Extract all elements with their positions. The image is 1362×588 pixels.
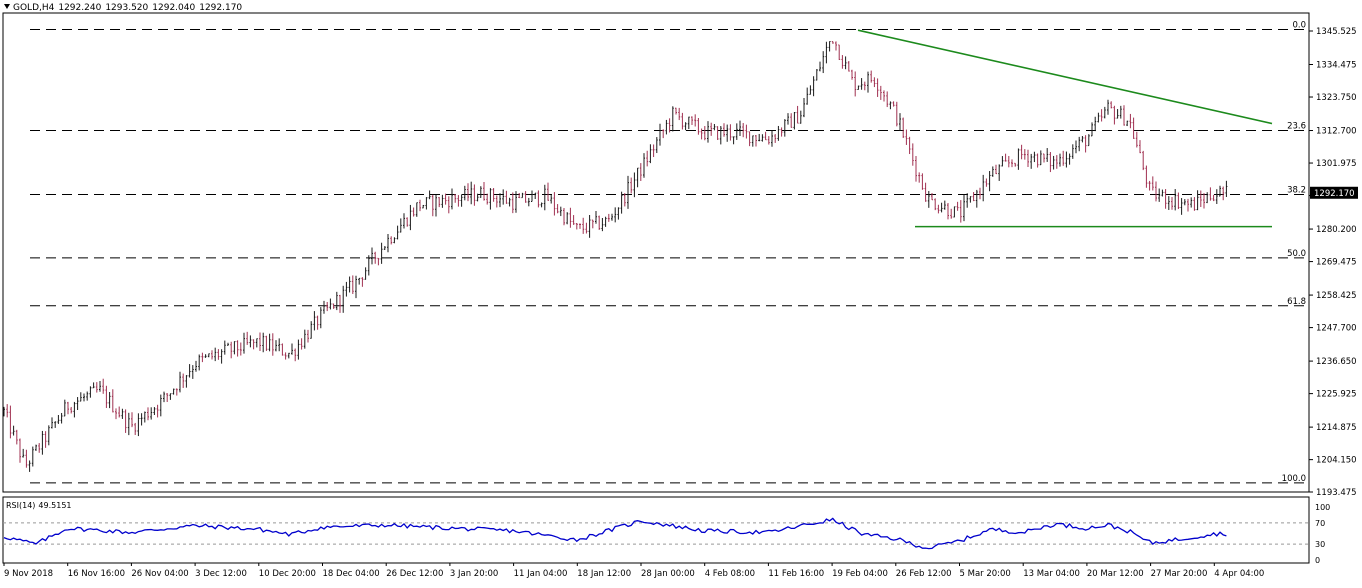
y-axis-tick-label: 1247.700 bbox=[1316, 324, 1357, 334]
rsi-scale-label: 30 bbox=[1315, 540, 1325, 549]
resistance-trendline bbox=[857, 29, 1273, 125]
rsi-header: RSI(14) 49.5151 bbox=[6, 501, 75, 510]
symbol-label: GOLD,H4 bbox=[13, 3, 55, 13]
x-axis-tick-label: 20 Mar 12:00 bbox=[1087, 569, 1144, 579]
fibonacci-level-label: 61.8 bbox=[1287, 297, 1306, 307]
x-axis-tick-label: 27 Mar 20:00 bbox=[1151, 569, 1208, 579]
x-axis-tick-label: 9 Nov 2018 bbox=[4, 569, 53, 579]
x-axis-tick-label: 19 Feb 04:00 bbox=[832, 569, 888, 579]
x-axis-tick-label: 5 Mar 20:00 bbox=[960, 569, 1011, 579]
rsi-scale-label: 70 bbox=[1315, 519, 1325, 528]
rsi-plot-frame bbox=[2, 496, 1310, 564]
y-axis-tick-label: 1323.750 bbox=[1316, 93, 1357, 103]
high-value: 1293.520 bbox=[105, 3, 149, 13]
low-value: 1292.040 bbox=[152, 3, 196, 13]
dropdown-triangle-icon[interactable] bbox=[4, 4, 10, 9]
y-axis-tick-label: 1225.925 bbox=[1316, 390, 1357, 400]
x-axis-tick-label: 18 Jan 12:00 bbox=[577, 569, 631, 579]
x-axis-tick-label: 11 Feb 16:00 bbox=[768, 569, 824, 579]
y-axis-tick-label: 1214.875 bbox=[1316, 423, 1357, 433]
current-price-label: 1292.170 bbox=[1314, 189, 1355, 199]
main-plot-frame bbox=[2, 12, 1310, 493]
y-axis-tick-label: 1301.975 bbox=[1316, 159, 1357, 169]
x-axis-tick-label: 10 Dec 20:00 bbox=[259, 569, 316, 579]
fibonacci-level-label: 0.0 bbox=[1292, 21, 1306, 31]
x-axis-tick-label: 4 Feb 08:00 bbox=[705, 569, 755, 579]
y-axis-tick-label: 1269.475 bbox=[1316, 258, 1357, 268]
y-axis-tick-label: 1204.150 bbox=[1316, 456, 1357, 466]
x-axis-tick-label: 18 Dec 04:00 bbox=[323, 569, 380, 579]
fibonacci-level-label: 50.0 bbox=[1287, 249, 1306, 259]
rsi-scale-label: 0 bbox=[1315, 556, 1320, 565]
x-axis-tick-label: 16 Nov 16:00 bbox=[68, 569, 125, 579]
x-axis-tick-label: 26 Nov 04:00 bbox=[131, 569, 188, 579]
open-value: 1292.240 bbox=[58, 3, 102, 13]
x-axis-tick-label: 26 Dec 12:00 bbox=[386, 569, 443, 579]
close-value: 1292.170 bbox=[199, 3, 243, 13]
x-axis-tick-label: 3 Jan 20:00 bbox=[450, 569, 498, 579]
y-axis-tick-label: 1258.425 bbox=[1316, 291, 1357, 301]
x-axis-tick-label: 26 Feb 12:00 bbox=[896, 569, 952, 579]
candlestick-series bbox=[3, 41, 1228, 472]
y-axis-tick-label: 1280.200 bbox=[1316, 225, 1357, 235]
x-axis-tick-label: 11 Jan 04:00 bbox=[514, 569, 568, 579]
rsi-scale-label: 100 bbox=[1315, 503, 1330, 512]
x-axis-tick-label: 4 Apr 04:00 bbox=[1214, 569, 1264, 579]
y-axis-tick-label: 1345.525 bbox=[1316, 27, 1357, 37]
x-axis-tick-label: 13 Mar 04:00 bbox=[1023, 569, 1080, 579]
fibonacci-level-label: 23.6 bbox=[1287, 122, 1306, 132]
x-axis-tick-label: 28 Jan 00:00 bbox=[641, 569, 695, 579]
y-axis-tick-label: 1312.700 bbox=[1316, 127, 1357, 137]
y-axis-tick-label: 1236.650 bbox=[1316, 357, 1357, 367]
y-axis-tick-label: 1193.475 bbox=[1316, 488, 1357, 498]
fibonacci-level-label: 38.2 bbox=[1287, 185, 1306, 195]
x-axis-tick-label: 3 Dec 12:00 bbox=[195, 569, 247, 579]
chart-header: GOLD,H4 1292.240 1293.520 1292.040 1292.170 bbox=[4, 3, 246, 13]
rsi-line bbox=[3, 517, 1227, 550]
rsi-value: 49.5151 bbox=[38, 501, 72, 510]
fibonacci-level-label: 100.0 bbox=[1282, 474, 1306, 484]
y-axis-tick-label: 1334.475 bbox=[1316, 61, 1357, 71]
current-price-tag bbox=[1310, 186, 1358, 199]
rsi-name: RSI(14) bbox=[6, 501, 36, 510]
